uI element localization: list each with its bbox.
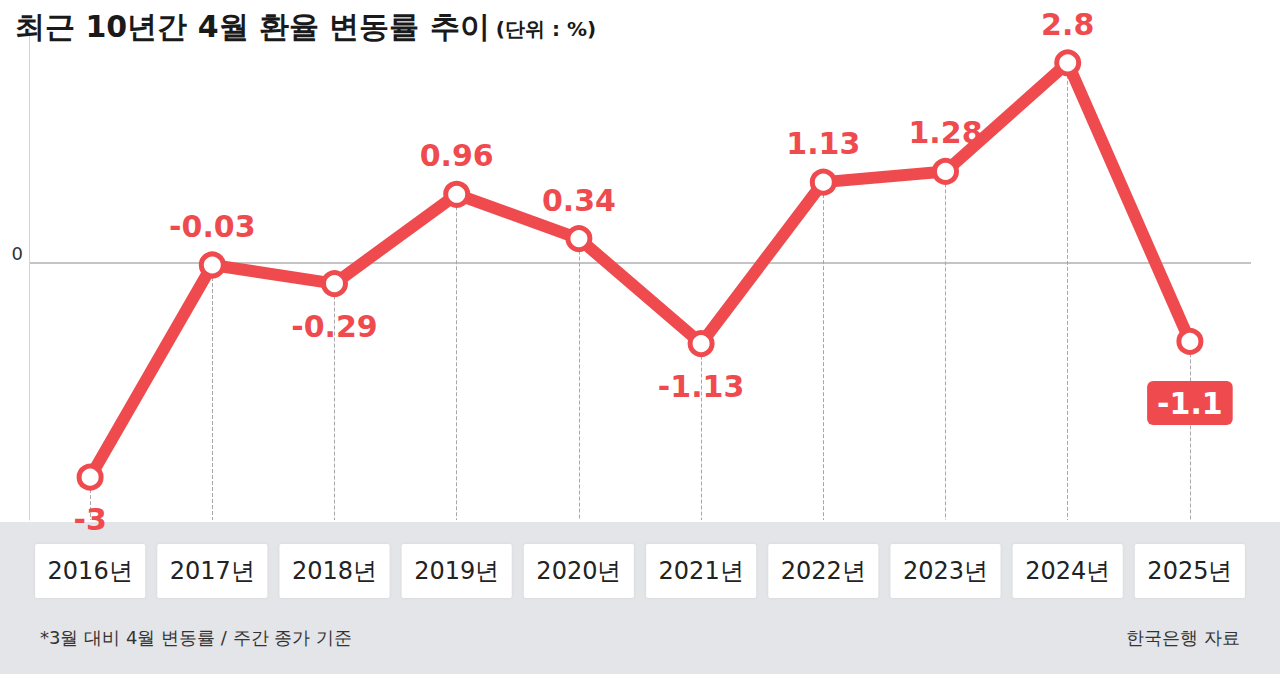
svg-text:2019년: 2019년 bbox=[414, 557, 499, 585]
svg-text:-0.03: -0.03 bbox=[169, 209, 255, 244]
svg-text:2017년: 2017년 bbox=[170, 557, 255, 585]
svg-text:-3: -3 bbox=[73, 502, 106, 537]
svg-text:*3월 대비 4월 변동률 / 주간 종가 기준: *3월 대비 4월 변동률 / 주간 종가 기준 bbox=[40, 627, 352, 648]
svg-text:2020년: 2020년 bbox=[536, 557, 621, 585]
svg-text:2.8: 2.8 bbox=[1041, 7, 1094, 42]
svg-text:1.28: 1.28 bbox=[908, 115, 982, 150]
svg-text:2021년: 2021년 bbox=[659, 557, 744, 585]
svg-text:2024년: 2024년 bbox=[1025, 557, 1110, 585]
svg-text:-0.29: -0.29 bbox=[291, 309, 377, 344]
svg-text:2023년: 2023년 bbox=[903, 557, 988, 585]
svg-text:0: 0 bbox=[12, 243, 23, 264]
svg-text:2025년: 2025년 bbox=[1147, 557, 1232, 585]
svg-text:(단위 : %): (단위 : %) bbox=[496, 17, 596, 41]
svg-text:-1.1: -1.1 bbox=[1157, 386, 1223, 421]
svg-text:0.34: 0.34 bbox=[542, 183, 616, 218]
svg-text:-1.13: -1.13 bbox=[658, 369, 744, 404]
svg-text:1.13: 1.13 bbox=[786, 126, 860, 161]
svg-text:최근 10년간 4월 환율 변동률 추이: 최근 10년간 4월 환율 변동률 추이 bbox=[15, 9, 490, 44]
svg-text:0.96: 0.96 bbox=[420, 138, 494, 173]
svg-text:2022년: 2022년 bbox=[781, 557, 866, 585]
svg-text:2018년: 2018년 bbox=[292, 557, 377, 585]
svg-text:2016년: 2016년 bbox=[48, 557, 133, 585]
svg-text:한국은행 자료: 한국은행 자료 bbox=[1126, 627, 1240, 648]
